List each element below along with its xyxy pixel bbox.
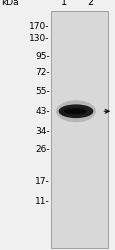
Ellipse shape [56,100,95,122]
Text: 17-: 17- [35,177,49,186]
Text: kDa: kDa [1,0,19,7]
Text: 1: 1 [61,0,67,7]
Text: 55-: 55- [35,87,49,96]
Ellipse shape [63,108,86,114]
Bar [51,11,107,248]
Text: 130-: 130- [29,34,49,43]
Text: 11-: 11- [35,197,49,206]
Text: 170-: 170- [29,22,49,31]
Text: 72-: 72- [35,68,49,77]
Text: 43-: 43- [35,107,49,116]
Text: 26-: 26- [35,146,49,154]
Ellipse shape [58,104,93,118]
Text: 95-: 95- [35,52,49,61]
Text: 2: 2 [87,0,93,7]
Text: 34-: 34- [35,127,49,136]
